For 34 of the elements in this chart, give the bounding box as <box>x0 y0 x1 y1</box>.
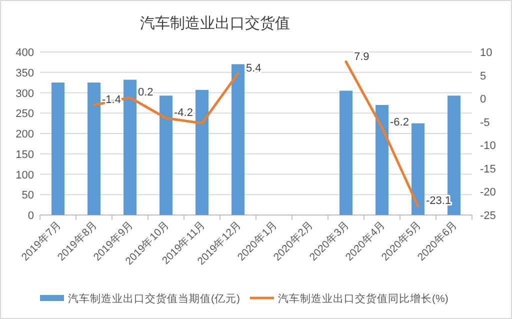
data-label: -6.2 <box>390 116 409 128</box>
bar <box>88 82 100 215</box>
y2-tick-label: -5 <box>480 116 490 129</box>
y-tick-label: 300 <box>16 88 34 100</box>
y-tick-label: 100 <box>16 169 34 182</box>
y2-tick-label: -15 <box>480 163 496 176</box>
legend-label: 汽车制造业出口交货值同比增长(%) <box>278 292 448 305</box>
bar <box>376 104 388 215</box>
y-tick-label: 250 <box>16 108 34 120</box>
y-tick-label: 350 <box>16 67 34 80</box>
y2-tick-label: 5 <box>480 70 486 82</box>
y-tick-label: 50 <box>22 190 34 202</box>
data-label: 7.9 <box>354 50 370 63</box>
bar <box>340 90 352 215</box>
y-tick-label: 200 <box>16 128 34 140</box>
data-label: -4.2 <box>174 107 193 120</box>
y2-tick-label: -10 <box>480 140 496 152</box>
y-tick-label: 0 <box>28 210 34 222</box>
bar <box>124 80 136 215</box>
data-label: 5.4 <box>246 62 262 74</box>
legend-label: 汽车制造业出口交货值当期值(亿元) <box>68 292 240 305</box>
chart-title: 汽车制造业出口交货值 <box>140 15 290 32</box>
bar <box>412 123 424 215</box>
y2-tick-label: 0 <box>480 94 486 106</box>
y-tick-label: 400 <box>16 47 34 59</box>
bar <box>232 64 244 215</box>
bar <box>160 96 172 215</box>
data-label: 0.2 <box>138 86 154 99</box>
bar <box>52 82 64 215</box>
y-tick-label: 150 <box>16 148 34 161</box>
y2-tick-label: -20 <box>480 186 496 199</box>
bar <box>196 90 208 215</box>
y2-tick-label: -25 <box>480 210 496 222</box>
y2-tick-label: 10 <box>480 47 492 59</box>
